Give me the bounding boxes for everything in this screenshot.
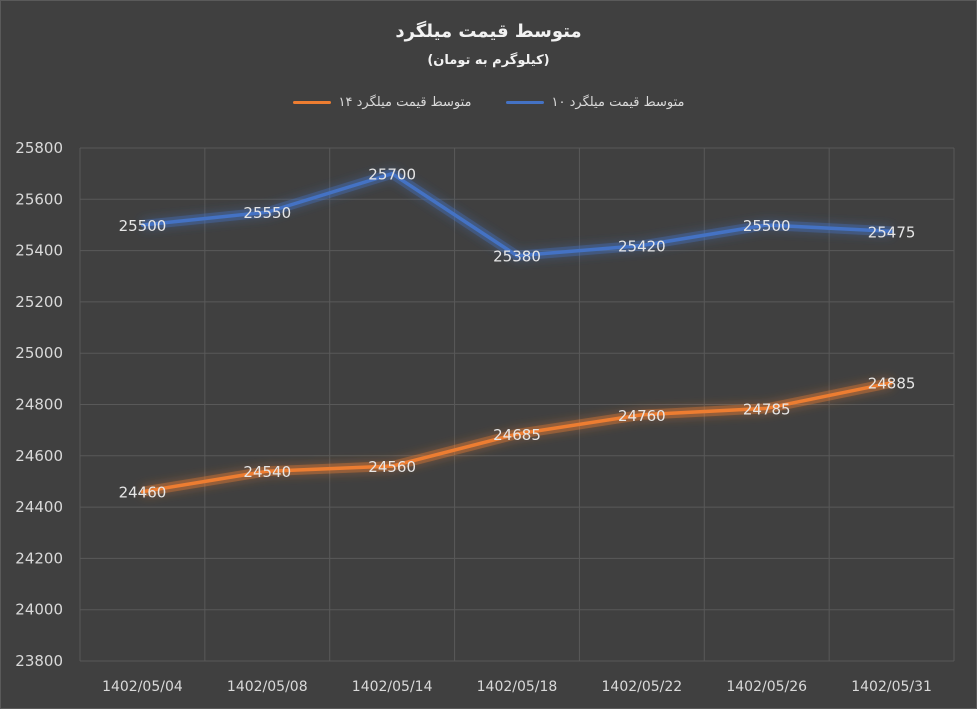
legend-label: متوسط قیمت میلگرد ۱۰ <box>551 95 685 110</box>
data-point <box>390 172 394 176</box>
axis-ticks: 23800 24000 24200 24400 24600 24800 25000 25200… <box>15 139 932 695</box>
x-tick-label: 1402/05/26 <box>726 679 807 695</box>
series-lines <box>140 168 894 497</box>
data-labels: 25500 25550 25700 25380 25420 25500 25475 24460… <box>119 166 916 502</box>
data-label: 25700 <box>368 166 416 184</box>
y-tick-label: 25200 <box>15 293 63 311</box>
y-tick-label: 24400 <box>15 498 63 516</box>
y-tick-label: 25000 <box>15 344 63 362</box>
data-point <box>890 381 894 385</box>
data-label: 24540 <box>243 463 291 481</box>
data-label: 25500 <box>743 217 791 235</box>
data-label: 24885 <box>868 375 916 393</box>
data-point <box>390 464 394 468</box>
chart-subtitle: (کیلوگرم به تومان) <box>427 53 550 68</box>
data-point <box>640 413 644 417</box>
x-tick-label: 1402/05/14 <box>352 679 433 695</box>
data-label: 24560 <box>368 458 416 476</box>
data-point <box>265 469 269 473</box>
data-point <box>140 490 144 494</box>
data-point <box>515 432 519 436</box>
y-tick-label: 25400 <box>15 242 63 260</box>
data-point <box>765 223 769 227</box>
data-point <box>765 406 769 410</box>
legend-item-series-1: متوسط قیمت میلگرد ۱۰ <box>505 95 685 110</box>
data-label: 25420 <box>618 237 666 255</box>
legend-swatch-blue <box>505 101 544 104</box>
x-tick-label: 1402/05/08 <box>227 679 308 695</box>
y-tick-label: 24200 <box>15 549 63 567</box>
data-point <box>890 229 894 233</box>
data-label: 24760 <box>618 407 666 425</box>
y-tick-label: 24000 <box>15 601 63 619</box>
y-tick-label: 24800 <box>15 396 63 414</box>
data-label: 25550 <box>243 204 291 222</box>
x-tick-label: 1402/05/04 <box>102 679 183 695</box>
legend-item-series-2: متوسط قیمت میلگرد ۱۴ <box>292 95 472 110</box>
legend-label: متوسط قیمت میلگرد ۱۴ <box>338 95 472 110</box>
x-tick-label: 1402/05/22 <box>602 679 683 695</box>
legend: متوسط قیمت میلگرد ۱۴ متوسط قیمت میلگرد ۱… <box>1 95 976 110</box>
chart-title: متوسط قیمت میلگرد <box>395 21 582 42</box>
data-label: 24785 <box>743 400 791 418</box>
data-point <box>140 223 144 227</box>
data-point <box>265 210 269 214</box>
data-label: 25380 <box>493 248 541 266</box>
data-label: 24685 <box>493 426 541 444</box>
data-label: 25475 <box>868 223 916 241</box>
y-tick-label: 24600 <box>15 447 63 465</box>
data-label: 25500 <box>119 217 167 235</box>
y-tick-label: 25600 <box>15 190 63 208</box>
y-tick-label: 25800 <box>15 139 63 157</box>
x-tick-label: 1402/05/18 <box>477 679 558 695</box>
data-point <box>515 254 519 258</box>
legend-swatch-orange <box>292 101 331 104</box>
gridlines <box>79 147 955 662</box>
data-label: 24460 <box>119 484 167 502</box>
x-tick-label: 1402/05/31 <box>851 679 932 695</box>
data-point <box>640 243 644 247</box>
y-tick-label: 23800 <box>15 652 63 670</box>
